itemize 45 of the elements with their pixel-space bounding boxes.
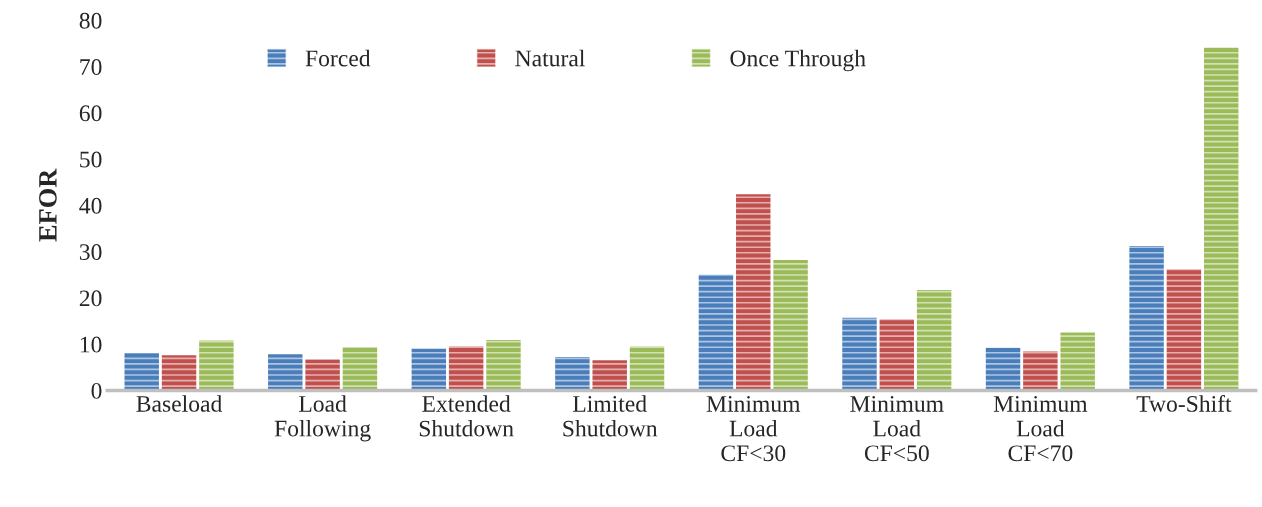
bar [342, 346, 378, 391]
y-tick-label: 10 [80, 336, 102, 353]
bar [161, 355, 197, 391]
x-tick-label: Load Following [274, 395, 371, 442]
bar [124, 352, 159, 391]
y-tick-label: 0 [91, 382, 102, 399]
bar [736, 194, 771, 391]
x-tick-label: Baseload [136, 395, 223, 412]
x-tick-label: Minimum Load CF<50 [850, 396, 944, 462]
bar [448, 346, 484, 391]
legend-label: Natural [515, 49, 585, 67]
bar [629, 346, 665, 391]
x-tick-label: Extended Shutdown [419, 395, 514, 437]
bar [555, 357, 590, 391]
bar [698, 274, 734, 391]
bar [1204, 47, 1239, 391]
bar [985, 347, 1021, 391]
bar [199, 340, 234, 391]
bar [773, 259, 808, 391]
y-axis-title: EFOR [39, 168, 57, 242]
bar [879, 319, 915, 391]
bar [916, 290, 952, 391]
x-tick-label: Minimum Load CF<70 [993, 396, 1088, 462]
y-tick-label: 60 [79, 105, 102, 122]
legend-label: Forced [305, 49, 371, 67]
y-tick-label: 20 [79, 290, 102, 307]
y-tick-label: 40 [79, 197, 102, 214]
y-tick-label: 70 [80, 59, 102, 75]
bar [1166, 269, 1202, 391]
y-tick-label: 80 [79, 12, 102, 29]
bar [486, 339, 521, 391]
bar [1129, 246, 1164, 391]
bar [305, 359, 340, 391]
bar [1060, 332, 1095, 391]
bar [842, 317, 877, 391]
bar [1023, 351, 1058, 391]
bar [411, 348, 447, 391]
bar [268, 354, 303, 391]
x-tick-label: Two-Shift [1136, 395, 1232, 412]
y-tick-label: 50 [80, 151, 102, 168]
x-tick-label: Limited Shutdown [563, 395, 658, 437]
legend-label: Once Through [730, 49, 866, 72]
x-tick-label: Minimum Load CF<30 [706, 396, 801, 462]
bar [592, 360, 627, 391]
y-tick-label: 30 [79, 244, 102, 261]
